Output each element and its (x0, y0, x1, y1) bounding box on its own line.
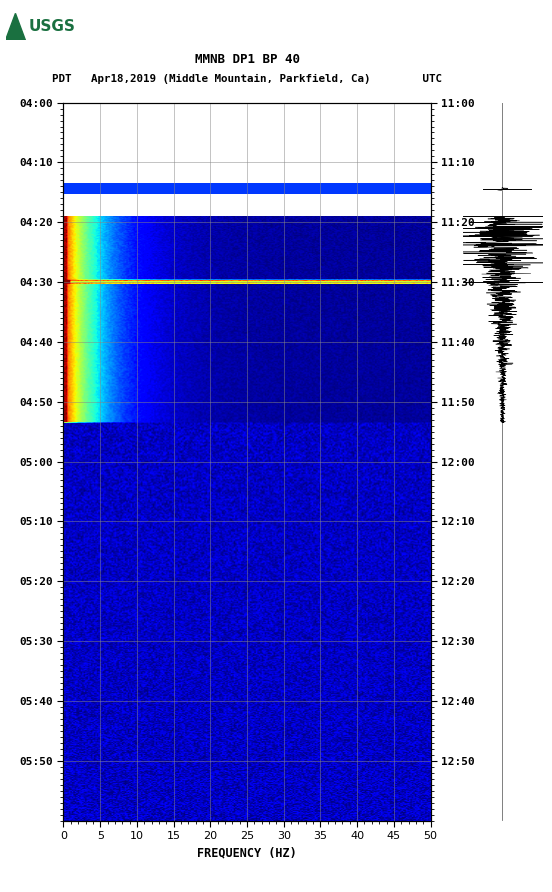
Text: PDT   Apr18,2019 (Middle Mountain, Parkfield, Ca)        UTC: PDT Apr18,2019 (Middle Mountain, Parkfie… (52, 73, 442, 84)
Text: USGS: USGS (29, 20, 76, 34)
Text: MMNB DP1 BP 40: MMNB DP1 BP 40 (195, 54, 300, 66)
Polygon shape (6, 13, 25, 40)
X-axis label: FREQUENCY (HZ): FREQUENCY (HZ) (197, 847, 297, 860)
